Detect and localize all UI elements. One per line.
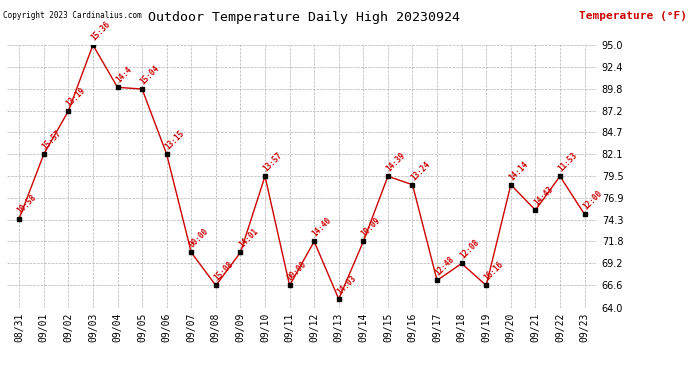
Text: 00:00: 00:00 bbox=[188, 227, 210, 250]
Text: Copyright 2023 Cardinalius.com: Copyright 2023 Cardinalius.com bbox=[3, 11, 142, 20]
Text: 14:43: 14:43 bbox=[532, 184, 555, 207]
Text: 00:00: 00:00 bbox=[286, 260, 308, 283]
Text: 12:48: 12:48 bbox=[433, 255, 456, 278]
Text: 13:19: 13:19 bbox=[65, 86, 88, 108]
Text: Outdoor Temperature Daily High 20230924: Outdoor Temperature Daily High 20230924 bbox=[148, 11, 460, 24]
Text: 15:57: 15:57 bbox=[40, 129, 63, 152]
Text: 14:03: 14:03 bbox=[335, 273, 358, 296]
Text: 16:16: 16:16 bbox=[482, 260, 505, 283]
Text: 14:14: 14:14 bbox=[507, 159, 530, 182]
Text: 10:58: 10:58 bbox=[16, 193, 39, 216]
Text: 12:00: 12:00 bbox=[581, 189, 604, 211]
Text: 14:4: 14:4 bbox=[114, 65, 133, 84]
Text: 11:53: 11:53 bbox=[556, 151, 579, 174]
Text: 13:57: 13:57 bbox=[262, 151, 284, 174]
Text: 15:36: 15:36 bbox=[89, 20, 112, 42]
Text: 14:01: 14:01 bbox=[237, 227, 259, 250]
Text: 15:04: 15:04 bbox=[139, 63, 161, 86]
Text: 12:08: 12:08 bbox=[458, 238, 481, 261]
Text: 14:40: 14:40 bbox=[310, 216, 333, 238]
Text: Temperature (°F): Temperature (°F) bbox=[578, 11, 687, 21]
Text: 13:15: 13:15 bbox=[163, 129, 186, 152]
Text: 14:39: 14:39 bbox=[384, 151, 407, 174]
Text: 15:08: 15:08 bbox=[213, 260, 235, 283]
Text: 10:09: 10:09 bbox=[359, 216, 382, 238]
Text: 13:24: 13:24 bbox=[409, 159, 432, 182]
